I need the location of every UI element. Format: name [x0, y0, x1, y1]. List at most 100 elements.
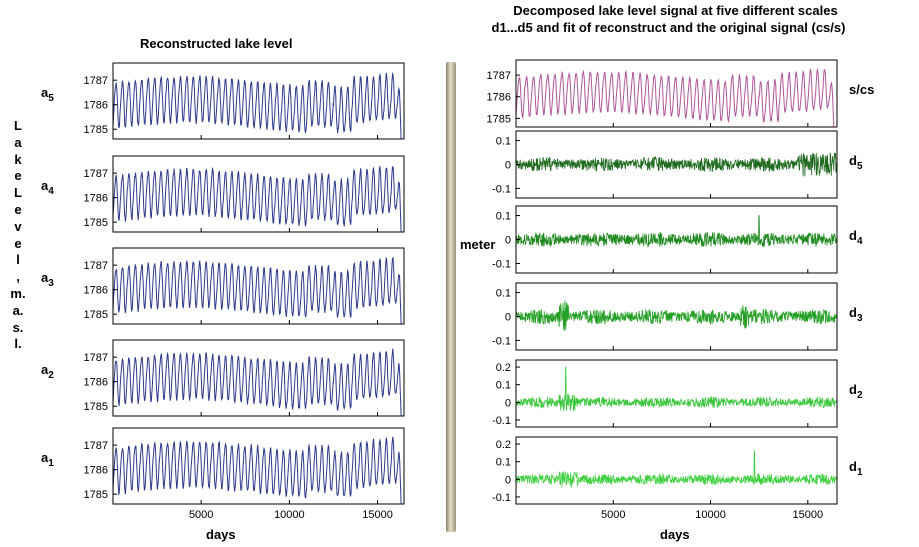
series-label: d5 [849, 153, 863, 172]
series-label: d2 [849, 382, 863, 401]
series-line-d1 [515, 450, 838, 488]
chart-divider [446, 62, 456, 532]
y-tick-label: 0.1 [496, 211, 511, 223]
series-line-a3 [112, 256, 404, 325]
series-label: a5 [41, 85, 54, 104]
y-axis-label-glyph: s. [12, 319, 24, 335]
y-tick-label: -0.1 [492, 335, 511, 347]
x-tick-label: 10000 [274, 509, 305, 521]
right-y-axis-label: meter [460, 237, 496, 252]
right-x-axis-label: days [660, 527, 690, 542]
series-label: a1 [41, 450, 54, 469]
x-tick-label: 15000 [793, 509, 824, 521]
series-line-a5 [112, 72, 404, 140]
panel-d3: 0.1 0 -0.1 d3 [492, 282, 863, 351]
y-tick-label: 1787 [487, 70, 511, 82]
right-chart-title-line2: d1...d5 and fit of reconstruct and the o… [491, 20, 846, 35]
y-axis-label-glyph: a [14, 134, 22, 150]
y-tick-label: 1786 [84, 465, 108, 477]
y-tick-label: -0.1 [492, 183, 511, 195]
y-tick-label: 0 [505, 397, 511, 409]
y-axis-label-glyph: L [14, 118, 22, 133]
plot-frame [515, 436, 838, 505]
y-tick-label: 0 [505, 312, 511, 324]
series-label: a2 [41, 362, 54, 381]
series-line-a4 [112, 166, 404, 233]
panel-d2: 0.2 0.1 0 -0.1 d2 [492, 359, 863, 428]
plot-frame [515, 359, 838, 428]
y-axis-label-glyph: v [14, 218, 22, 234]
y-tick-label: -0.1 [492, 258, 511, 270]
y-tick-label: 0.1 [496, 136, 511, 148]
y-tick-label: 1787 [84, 352, 108, 364]
y-axis-label-glyph: a. [12, 302, 24, 318]
panel-a4: 1787 1786 1785 a4 [41, 155, 405, 233]
y-axis-label-glyph: k [14, 151, 22, 167]
y-axis-label-glyph: l [16, 252, 20, 268]
y-tick-label: 0 [505, 474, 511, 486]
y-tick-label: 1787 [84, 260, 108, 272]
series-line-a2 [112, 348, 404, 417]
y-tick-label: 1785 [84, 489, 108, 501]
series-line-d5 [515, 152, 838, 177]
panel-d5: 0.1 0 -0.1 d5 [492, 130, 863, 199]
y-axis-label-glyph: e [14, 201, 22, 217]
y-tick-label: 1785 [84, 401, 108, 413]
x-tick-label: 15000 [362, 509, 393, 521]
y-axis-label-glyph: l. [14, 336, 22, 352]
panel-d4: 0.1 0 -0.1 d4 [492, 205, 863, 274]
y-tick-label: 1787 [84, 440, 108, 452]
panel-a3: 1787 1786 1785 a3 [41, 247, 405, 325]
series-label: d3 [849, 305, 863, 324]
series-label: a4 [41, 178, 54, 197]
series-label: d1 [849, 459, 863, 478]
panel-a1: 1787 1786 1785 5000 10000 15000 a1 [41, 427, 405, 521]
y-tick-label: -0.1 [492, 492, 511, 504]
y-tick-label: 1785 [84, 124, 108, 136]
series-label: d4 [849, 228, 863, 247]
series-label: s/cs [849, 82, 874, 97]
left-chart-title: Reconstructed lake level [140, 36, 293, 51]
y-axis-label-glyph: e [14, 235, 22, 251]
series-line-a1 [112, 436, 404, 505]
y-tick-label: 1786 [84, 377, 108, 389]
plot-frame [515, 59, 838, 128]
plot-frame [112, 62, 405, 140]
y-axis-label-glyph: e [14, 168, 22, 184]
series-line-d4 [515, 215, 838, 248]
y-axis-label-glyph: m. [10, 285, 26, 301]
series-line-d3 [515, 300, 838, 332]
y-tick-label: 1785 [84, 217, 108, 229]
series-line-d2 [515, 366, 838, 412]
plot-frame [112, 247, 405, 325]
right-chart-title-line1: Decomposed lake level signal at five dif… [513, 3, 838, 18]
y-tick-label: 1786 [84, 100, 108, 112]
series-label: a3 [41, 270, 54, 289]
panel-s-cs: 1787 1786 1785 s/cs [487, 59, 874, 128]
y-axis-label-glyph: L [14, 185, 22, 201]
panel-a2: 1787 1786 1785 a2 [41, 339, 405, 417]
x-tick-label: 5000 [189, 509, 213, 521]
y-tick-label: 0.2 [496, 439, 511, 451]
y-tick-label: 1786 [487, 92, 511, 104]
y-tick-label: 1787 [84, 168, 108, 180]
plot-frame [112, 339, 405, 417]
y-tick-label: 1787 [84, 75, 108, 87]
y-tick-label: 0.1 [496, 380, 511, 392]
left-x-axis-label: days [206, 527, 236, 542]
y-tick-label: 0 [505, 235, 511, 247]
y-tick-label: 0.1 [496, 288, 511, 300]
y-tick-label: 1785 [487, 113, 511, 125]
series-line-s-cs [515, 67, 837, 128]
y-axis-label-glyph: , [16, 269, 20, 285]
y-tick-label: -0.1 [492, 415, 511, 427]
y-tick-label: 1786 [84, 285, 108, 297]
y-tick-label: 0 [505, 160, 511, 172]
y-tick-label: 1785 [84, 309, 108, 321]
y-tick-label: 0.2 [496, 362, 511, 374]
y-tick-label: 0.1 [496, 457, 511, 469]
y-tick-label: 1786 [84, 193, 108, 205]
plot-frame [112, 427, 405, 505]
x-tick-label: 10000 [695, 509, 726, 521]
